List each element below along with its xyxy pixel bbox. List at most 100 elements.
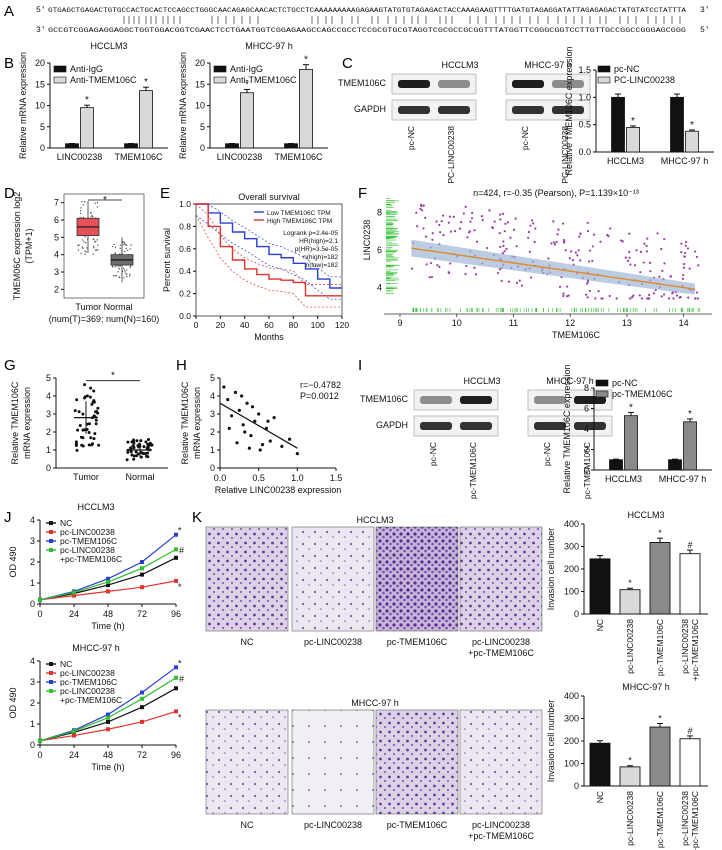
d-data-point (125, 273, 127, 275)
j-hcclm3-y-tick-label: 2 (30, 557, 35, 567)
d-data-point (126, 249, 129, 252)
k-hcclm3-bar (679, 553, 701, 615)
k-invasion-image (459, 709, 543, 815)
f-data-point (561, 222, 565, 225)
f-data-point (684, 240, 688, 244)
i-blot-band-target (420, 396, 452, 404)
d-data-point (129, 248, 131, 250)
k-mhcc97h-bar (649, 726, 671, 787)
j-hcclm3-series-marker (106, 579, 110, 584)
f-y-tick-label: 4 (377, 282, 382, 292)
g-ylabel-line2: mRNA expression (22, 387, 32, 459)
h-data-point (245, 401, 249, 405)
f-data-point (499, 213, 502, 216)
f-data-point (462, 212, 465, 215)
j-mhcc97h-legend-marker (49, 662, 53, 666)
i-chart-bar (624, 415, 638, 471)
d-data-point (93, 247, 95, 249)
k-image-caption: pc-LINC00238 (304, 820, 362, 830)
f-data-point (502, 240, 505, 243)
f-data-point (504, 222, 507, 225)
f-data-point (438, 223, 441, 227)
g-data-point (97, 443, 101, 447)
c-chart-sig-star: * (631, 116, 635, 127)
e-ci-upper (196, 203, 342, 278)
h-data-point (222, 385, 226, 389)
k-mhcc97h-ylabel: Invasion cell number (546, 700, 556, 783)
j-hcclm3-series-marker (174, 555, 178, 560)
h-data-point (237, 408, 241, 412)
d-plot-frame (63, 193, 145, 299)
j-mhcc97h-sig-hash: # (179, 674, 184, 684)
j-hcclm3-series-marker (174, 578, 178, 583)
f-data-point (681, 277, 685, 280)
h-r-value: r=−0.4782 (300, 380, 341, 390)
k-invasion-image (375, 709, 459, 815)
k-mhcc97h-bar (679, 738, 701, 787)
k-mhcc97h-y-tick-label: 200 (564, 736, 579, 746)
f-data-point (514, 217, 517, 220)
g-data-point (125, 458, 129, 462)
chart-i: 0 2 4 6 8 Relative TMEM106C expression * * HCCLM… (562, 365, 712, 493)
f-data-point (570, 250, 573, 253)
j-mhcc97h-y-tick-label: 4 (30, 656, 35, 666)
g-data-point (94, 418, 98, 422)
f-data-point (671, 292, 674, 295)
i-chart-legend-swatch (595, 379, 609, 387)
b-hcclm3-bar (65, 143, 79, 149)
k-image-caption: pc-LINC00238 (472, 820, 530, 830)
h-data-point (288, 437, 292, 441)
f-data-point (491, 226, 494, 229)
f-data-point (607, 235, 610, 238)
f-data-point (515, 281, 519, 284)
j-mhcc97h-series-marker (174, 675, 178, 680)
k-hcclm3-category-label: pc-LINC00238 (625, 619, 635, 674)
k-hcclm3-category-label: pc-LINC00238 (680, 619, 690, 674)
g-data-point (89, 436, 93, 440)
k-hcclm3-category-label: +pc-TMEM106C (690, 619, 700, 681)
f-data-point (672, 297, 675, 300)
d-data-point (91, 214, 93, 217)
g-data-point (146, 455, 150, 459)
k-image-caption: NC (241, 820, 254, 830)
chart-h-correlation: 0 1 2 3 4 5 0.0 0.5 1.0 1.5 Relative TMEM106C mRNA … (180, 373, 342, 495)
d-data-point (130, 244, 132, 246)
h-data-point (233, 390, 238, 394)
f-data-point (520, 284, 523, 287)
g-data-point (96, 411, 100, 415)
f-data-point (688, 267, 691, 270)
g-data-point (132, 454, 136, 458)
f-data-point (586, 221, 589, 224)
f-data-point (686, 247, 690, 250)
f-data-point (416, 225, 419, 228)
e-x-tick-label: 80 (289, 320, 299, 330)
g-y-tick-label: 4 (46, 391, 51, 401)
k-hcclm3-y-tick-label: 300 (564, 542, 579, 552)
h-regression-line (219, 402, 298, 449)
e-survival-curve (196, 203, 342, 297)
g-data-point (83, 383, 87, 387)
g-y-tick-label: 1 (46, 445, 51, 455)
d-data-point (92, 215, 94, 218)
j-hcclm3-legend-marker (49, 539, 53, 543)
f-data-point (599, 240, 602, 243)
panel-label-g: G (4, 357, 16, 374)
b-mhcc97h-bar (299, 68, 313, 149)
i-chart-sig-star: * (629, 402, 633, 413)
d-xlabel: Tumor Normal (75, 302, 132, 312)
f-data-point (648, 297, 651, 300)
f-data-point (669, 275, 672, 278)
d-data-point (126, 275, 128, 278)
k-invasion-image (459, 526, 543, 632)
panel-e: E Overall survival 0.0 0.2 0.4 0.6 0.8 1.0 0 20 4… (160, 185, 349, 342)
c-chart-category-label: MHCC-97 h (661, 156, 709, 166)
chart-b-mhcc97h: 0 5 10 15 20 Relative mRNA expression MHCC-97 … (178, 41, 328, 162)
j-mhcc97h-series-marker (106, 719, 110, 724)
d-data-point (124, 250, 126, 253)
d-data-point (123, 241, 125, 243)
f-data-point (615, 297, 618, 300)
f-data-point (415, 211, 418, 214)
b-mhcc97h-title: MHCC-97 h (245, 41, 293, 51)
k-image-caption: pc-LINC00238 (304, 637, 362, 647)
